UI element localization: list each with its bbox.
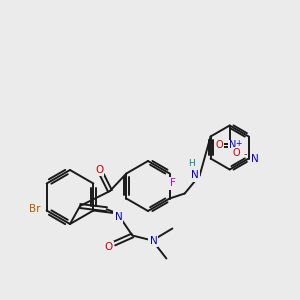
- Text: N: N: [191, 170, 199, 181]
- Text: O: O: [95, 165, 103, 175]
- Text: O: O: [216, 140, 224, 151]
- Text: O: O: [233, 148, 241, 158]
- Text: N: N: [251, 154, 259, 164]
- Text: N: N: [229, 140, 236, 151]
- Text: N: N: [149, 236, 157, 245]
- Text: -: -: [244, 149, 247, 160]
- Text: Br: Br: [29, 203, 40, 214]
- Text: N: N: [115, 212, 122, 223]
- Text: H: H: [188, 159, 195, 168]
- Text: O: O: [104, 242, 112, 253]
- Text: F: F: [170, 178, 176, 188]
- Text: +: +: [236, 139, 242, 148]
